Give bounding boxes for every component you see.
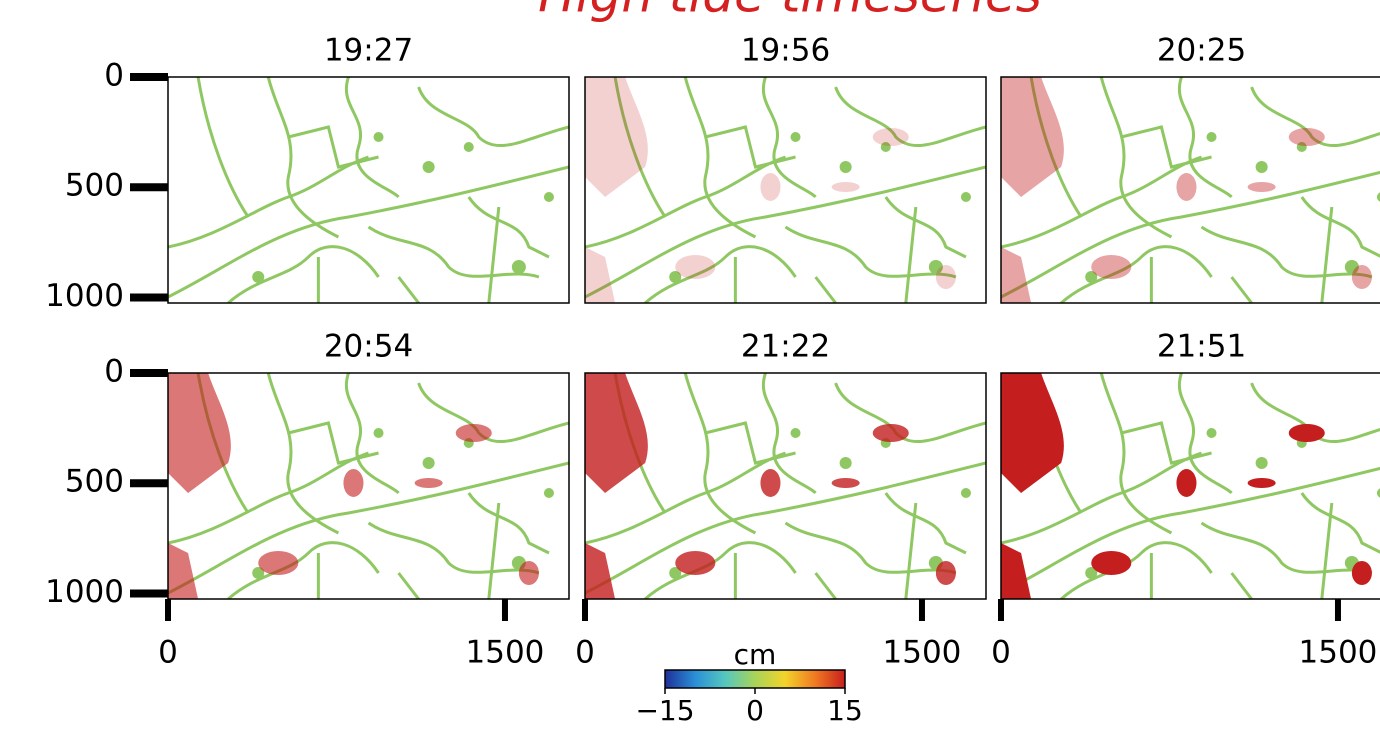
- y-tick-label: 1000: [45, 574, 124, 610]
- x-tick-label: 0: [991, 635, 1011, 671]
- figure-title: High tide timeseries: [538, 0, 1042, 24]
- x-tick-label: 0: [575, 635, 595, 671]
- colorbar: [664, 669, 846, 689]
- colorbar-tick-label: 15: [827, 694, 863, 727]
- x-tick-label: 1500: [883, 635, 962, 671]
- panel-title: 21:22: [741, 329, 830, 365]
- panel-frame: [584, 76, 987, 304]
- panel-frame: [167, 76, 570, 304]
- colorbar-tick-label: 0: [746, 694, 764, 727]
- y-tick-label: 0: [104, 354, 124, 390]
- panel-frame: [1000, 76, 1380, 304]
- map-image: [168, 77, 569, 303]
- colorbar-label: cm: [734, 638, 777, 671]
- panel-frame: [167, 372, 570, 600]
- panel-title: 21:51: [1157, 329, 1246, 365]
- panel-title: 19:27: [324, 33, 413, 69]
- x-tick-label: 1500: [1299, 635, 1378, 671]
- panel-title: 19:56: [741, 33, 830, 69]
- panel-frame: [1000, 372, 1380, 600]
- colorbar-tick-label: −15: [635, 694, 694, 727]
- y-tick-label: 1000: [45, 278, 124, 314]
- y-tick-label: 500: [65, 168, 124, 204]
- panel-title: 20:25: [1157, 33, 1246, 69]
- map-image: [168, 373, 569, 599]
- x-tick-label: 0: [158, 635, 178, 671]
- y-tick-label: 500: [65, 464, 124, 500]
- panel-frame: [584, 372, 987, 600]
- panel-title: 20:54: [324, 329, 413, 365]
- map-image: [585, 77, 986, 303]
- y-tick-label: 0: [104, 58, 124, 94]
- x-tick-label: 1500: [466, 635, 545, 671]
- map-image: [585, 373, 986, 599]
